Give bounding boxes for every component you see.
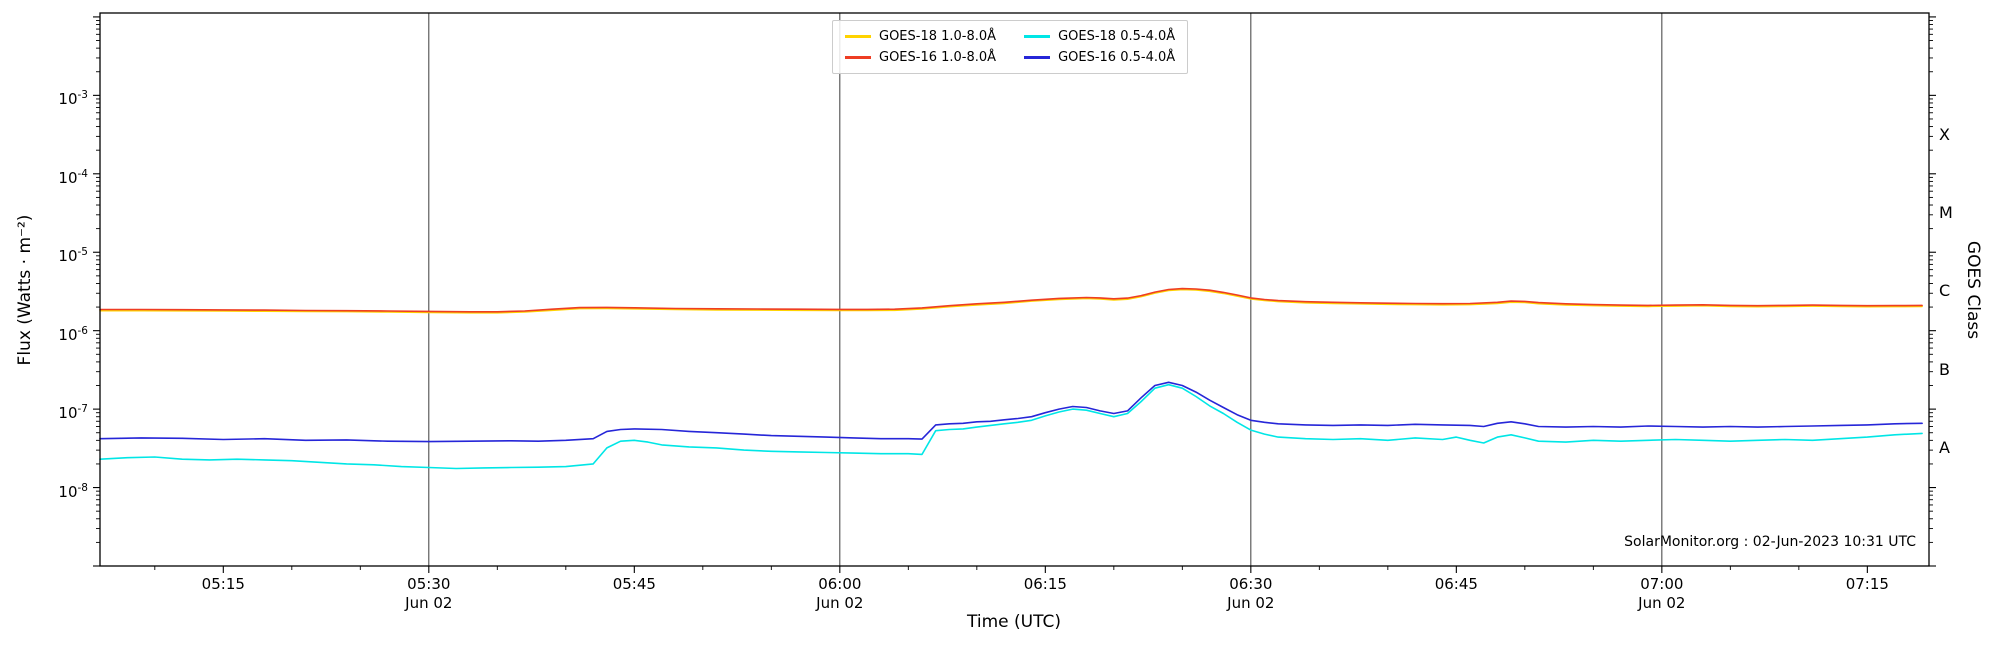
legend-swatch-goes16-long <box>845 56 871 59</box>
legend-swatch-goes18-long <box>845 35 871 38</box>
legend-item-goes16-short: GOES-16 0.5-4.0Å <box>1024 50 1175 65</box>
legend: GOES-18 1.0-8.0Å GOES-16 1.0-8.0Å GOES-1… <box>832 20 1189 74</box>
legend-item-goes18-long: GOES-18 1.0-8.0Å <box>845 29 996 44</box>
legend-label: GOES-18 0.5-4.0Å <box>1058 29 1176 44</box>
legend-swatch-goes18-short <box>1024 35 1051 38</box>
legend-label: GOES-16 0.5-4.0Å <box>1058 50 1176 65</box>
legend-swatch-goes16-short <box>1024 56 1051 59</box>
plot-frame <box>99 12 1930 567</box>
series-line <box>99 383 1923 470</box>
series-line <box>99 381 1923 443</box>
legend-label: GOES-16 1.0-8.0Å <box>879 50 997 65</box>
legend-label: GOES-18 1.0-8.0Å <box>879 29 997 44</box>
series-line <box>99 288 1923 314</box>
legend-item-goes16-long: GOES-16 1.0-8.0Å <box>845 50 996 65</box>
series-line <box>99 287 1923 313</box>
legend-item-goes18-short: GOES-18 0.5-4.0Å <box>1024 29 1175 44</box>
